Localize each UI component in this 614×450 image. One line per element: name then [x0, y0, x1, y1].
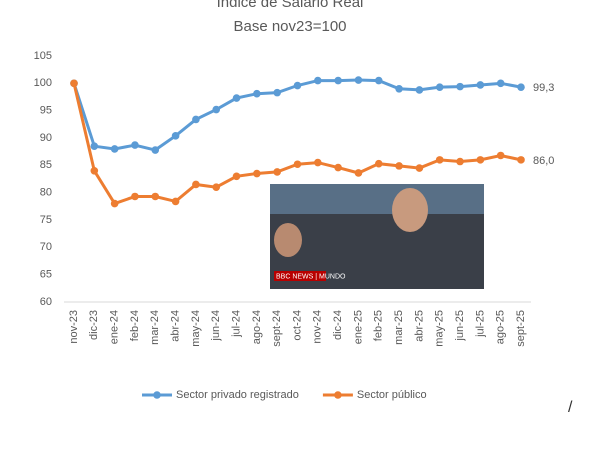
x-tick-label: nov-23: [68, 310, 80, 344]
data-point: [374, 159, 383, 168]
x-tick-label: dic-23: [88, 310, 100, 340]
x-tick-label: abr-24: [169, 310, 181, 342]
y-tick-label: 100: [34, 77, 52, 89]
photo-face: [274, 223, 302, 257]
x-tick-label: dic-24: [332, 310, 344, 340]
data-point: [273, 168, 281, 176]
y-tick-label: 105: [34, 50, 52, 62]
annotation: /: [568, 399, 573, 416]
photo-face: [392, 188, 428, 232]
data-point: [171, 132, 180, 140]
photo-sky: [270, 184, 484, 214]
data-point: [131, 141, 139, 149]
legend-marker: [334, 391, 342, 399]
x-tick-label: mar-24: [149, 310, 161, 345]
y-tick-label: 85: [40, 159, 52, 171]
data-point: [415, 86, 424, 94]
data-point: [90, 142, 99, 150]
data-point: [192, 115, 200, 124]
y-tick-label: 65: [40, 269, 52, 281]
chart-title: Índice de Salario Real: [217, 0, 364, 11]
y-tick-label: 80: [40, 187, 52, 199]
data-label: 86,0: [533, 155, 554, 167]
data-point: [456, 157, 464, 166]
x-tick-label: abr-25: [413, 310, 425, 342]
legend-label: Sector privado registrado: [176, 389, 299, 401]
legend-marker: [153, 391, 161, 399]
data-point: [496, 151, 505, 160]
data-point: [253, 89, 261, 98]
data-point: [374, 76, 383, 85]
data-point: [395, 85, 403, 93]
y-tick-label: 70: [40, 241, 52, 253]
y-tick-label: 60: [40, 296, 52, 308]
y-tick-label: 95: [40, 105, 52, 117]
photo: BBC NEWS | MUNDO: [270, 184, 484, 289]
data-point: [476, 156, 485, 164]
x-tick-label: ago-25: [495, 310, 507, 344]
x-tick-label: jun-25: [454, 310, 466, 342]
data-point: [232, 94, 241, 102]
legend-label: Sector público: [357, 389, 427, 401]
x-tick-label: oct-24: [291, 310, 303, 341]
data-point: [212, 183, 221, 191]
data-point: [151, 146, 160, 154]
x-tick-label: jun-24: [210, 310, 222, 342]
data-point: [395, 162, 403, 170]
x-tick-label: jul-24: [230, 310, 242, 338]
x-tick-label: ene-25: [352, 310, 364, 344]
data-point: [435, 83, 444, 91]
data-point: [354, 169, 363, 177]
x-tick-label: may-25: [434, 310, 446, 347]
data-point: [151, 192, 160, 201]
data-point: [517, 83, 525, 91]
data-label: 99,3: [533, 82, 554, 94]
data-point: [171, 197, 180, 206]
data-point: [496, 79, 505, 88]
x-tick-label: feb-24: [129, 310, 141, 341]
data-point: [273, 88, 281, 97]
data-point: [110, 145, 119, 153]
data-point: [476, 81, 485, 89]
data-point: [232, 172, 241, 181]
y-tick-label: 90: [40, 132, 52, 144]
x-tick-label: sept-25: [515, 310, 527, 347]
x-tick-label: mar-25: [393, 310, 405, 345]
data-point: [334, 163, 342, 172]
data-point: [131, 192, 139, 201]
series-line: [72, 78, 522, 152]
data-point: [415, 164, 424, 172]
x-tick-label: sept-24: [271, 310, 283, 347]
y-tick-label: 75: [40, 214, 52, 226]
photo-caption: BBC NEWS | MUNDO: [276, 273, 346, 280]
data-point: [212, 105, 221, 114]
x-tick-label: ene-24: [109, 310, 121, 344]
data-point: [314, 76, 322, 85]
data-point: [192, 180, 200, 189]
data-point: [435, 156, 444, 164]
data-point: [517, 156, 525, 164]
data-point: [90, 167, 99, 175]
data-point: [334, 76, 342, 85]
data-point: [110, 199, 119, 208]
x-tick-label: nov-24: [312, 310, 324, 344]
data-point: [253, 169, 261, 178]
data-point: [293, 160, 302, 169]
chart-subtitle: Base nov23=100: [233, 18, 346, 35]
x-tick-label: feb-25: [373, 310, 385, 341]
data-point: [293, 81, 302, 90]
data-point: [314, 158, 322, 167]
x-tick-label: ago-24: [251, 310, 263, 344]
x-tick-label: may-24: [190, 310, 202, 347]
data-point: [70, 79, 78, 88]
x-tick-label: jul-25: [474, 310, 486, 338]
data-point: [456, 82, 464, 91]
data-point: [354, 76, 363, 84]
photo-logo: [274, 271, 326, 281]
